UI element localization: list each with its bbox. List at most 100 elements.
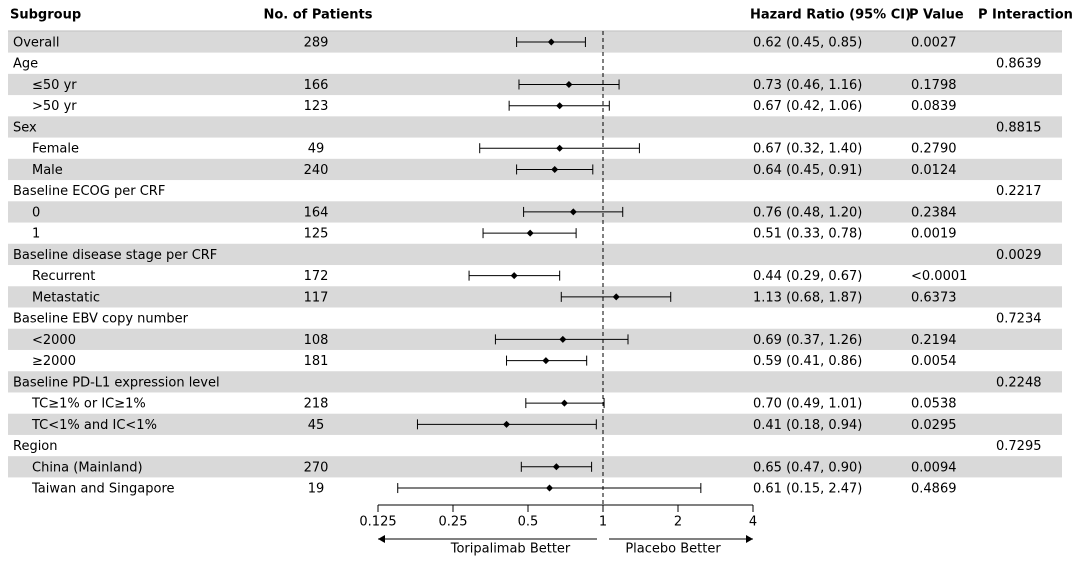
x-tick-label: 2: [674, 515, 682, 530]
hr-point: [526, 229, 534, 237]
hr-label: 0.76 (0.48, 1.20): [753, 205, 862, 220]
header-subgroup: Subgroup: [10, 8, 81, 23]
patients: 123: [304, 99, 329, 114]
patients: 164: [304, 205, 329, 220]
row-label: Age: [13, 57, 38, 72]
hr-point: [612, 293, 620, 301]
p-interaction: 0.7295: [996, 439, 1042, 454]
p-value: 0.0538: [911, 397, 957, 412]
x-tick-label: 0.125: [359, 515, 396, 530]
row-label: Sex: [13, 120, 37, 135]
p-value: 0.0839: [911, 99, 957, 114]
row-label: Metastatic: [32, 290, 100, 305]
hr-label: 0.69 (0.37, 1.26): [753, 333, 862, 348]
hr-label: 0.65 (0.47, 0.90): [753, 460, 862, 475]
x-tick-label: 0.25: [439, 515, 468, 530]
patients: 108: [304, 333, 329, 348]
p-value: 0.2790: [911, 142, 957, 157]
row-label: Region: [13, 439, 58, 454]
p-value: <0.0001: [911, 269, 967, 284]
hr-point: [556, 102, 564, 110]
patients: 289: [304, 36, 329, 51]
hr-label: 0.41 (0.18, 0.94): [753, 418, 862, 433]
row-stripe: [8, 116, 1062, 138]
row-stripe: [8, 371, 1062, 393]
right-arrow-head: [746, 535, 753, 543]
p-interaction: 0.8815: [996, 120, 1042, 135]
row-label: Taiwan and Singapore: [31, 482, 175, 497]
row-label: Recurrent: [32, 269, 95, 284]
p-value: 0.1798: [911, 78, 957, 93]
row-label: Baseline disease stage per CRF: [13, 248, 217, 263]
left-arrow-head: [378, 535, 385, 543]
patients: 166: [304, 78, 329, 93]
hr-point: [542, 357, 550, 365]
p-value: 0.0054: [911, 354, 957, 369]
row-label: Baseline ECOG per CRF: [13, 184, 165, 199]
row-label: China (Mainland): [32, 460, 143, 475]
hr-label: 0.73 (0.46, 1.16): [753, 78, 862, 93]
p-value: 0.2384: [911, 205, 957, 220]
row-label: 0: [32, 205, 40, 220]
hr-label: 0.44 (0.29, 0.67): [753, 269, 862, 284]
p-value: 0.4869: [911, 482, 957, 497]
patients: 270: [304, 460, 329, 475]
p-value: 0.2194: [911, 333, 957, 348]
row-stripe: [8, 243, 1062, 266]
row-label: TC≥1% or IC≥1%: [31, 397, 146, 412]
p-value: 0.0295: [911, 418, 957, 433]
patients: 125: [304, 227, 329, 242]
header-p-interaction: P Interaction: [978, 8, 1073, 23]
row-label: Overall: [13, 36, 59, 51]
x-tick-label: 1: [599, 515, 607, 530]
hr-point: [569, 208, 577, 216]
hr-label: 0.62 (0.45, 0.85): [753, 36, 862, 51]
p-value: 0.0094: [911, 460, 957, 475]
p-value: 0.0027: [911, 36, 957, 51]
row-label: ≥2000: [32, 354, 76, 369]
row-stripe: [8, 286, 1062, 308]
p-interaction: 0.2248: [996, 375, 1042, 390]
p-interaction: 0.7234: [996, 312, 1042, 327]
hr-label: 0.51 (0.33, 0.78): [753, 227, 862, 242]
patients: 218: [304, 397, 329, 412]
hr-label: 0.61 (0.15, 2.47): [753, 482, 862, 497]
x-tick-label: 4: [749, 515, 757, 530]
hr-point: [547, 38, 555, 46]
row-label: Male: [32, 163, 63, 178]
hr-label: 1.13 (0.68, 1.87): [753, 290, 862, 305]
right-label: Placebo Better: [625, 542, 721, 557]
hr-point: [556, 144, 564, 152]
patients: 117: [304, 290, 329, 305]
p-interaction: 0.2217: [996, 184, 1042, 199]
hr-point: [551, 165, 559, 173]
p-value: 0.0019: [911, 227, 957, 242]
hr-label: 0.67 (0.42, 1.06): [753, 99, 862, 114]
p-interaction: 0.8639: [996, 57, 1042, 72]
patients: 45: [308, 418, 325, 433]
hr-point: [503, 420, 511, 428]
hr-label: 0.67 (0.32, 1.40): [753, 142, 862, 157]
hr-point: [565, 80, 573, 88]
patients: 49: [308, 142, 325, 157]
row-label: >50 yr: [32, 99, 77, 114]
p-value: 0.0124: [911, 163, 957, 178]
row-label: TC<1% and IC<1%: [31, 418, 157, 433]
row-label: Baseline EBV copy number: [13, 312, 189, 327]
hr-point: [559, 335, 567, 343]
hr-point: [510, 272, 518, 280]
p-interaction: 0.0029: [996, 248, 1042, 263]
row-label: Female: [32, 142, 79, 157]
hr-label: 0.59 (0.41, 0.86): [753, 354, 862, 369]
row-label: 1: [32, 227, 40, 242]
header-patients: No. of Patients: [263, 8, 372, 23]
hr-point: [560, 399, 568, 407]
hr-label: 0.64 (0.45, 0.91): [753, 163, 862, 178]
patients: 240: [304, 163, 329, 178]
p-value: 0.6373: [911, 290, 957, 305]
patients: 181: [304, 354, 329, 369]
x-tick-label: 0.5: [518, 515, 539, 530]
hr-point: [546, 484, 554, 492]
left-label: Toripalimab Better: [450, 542, 571, 557]
